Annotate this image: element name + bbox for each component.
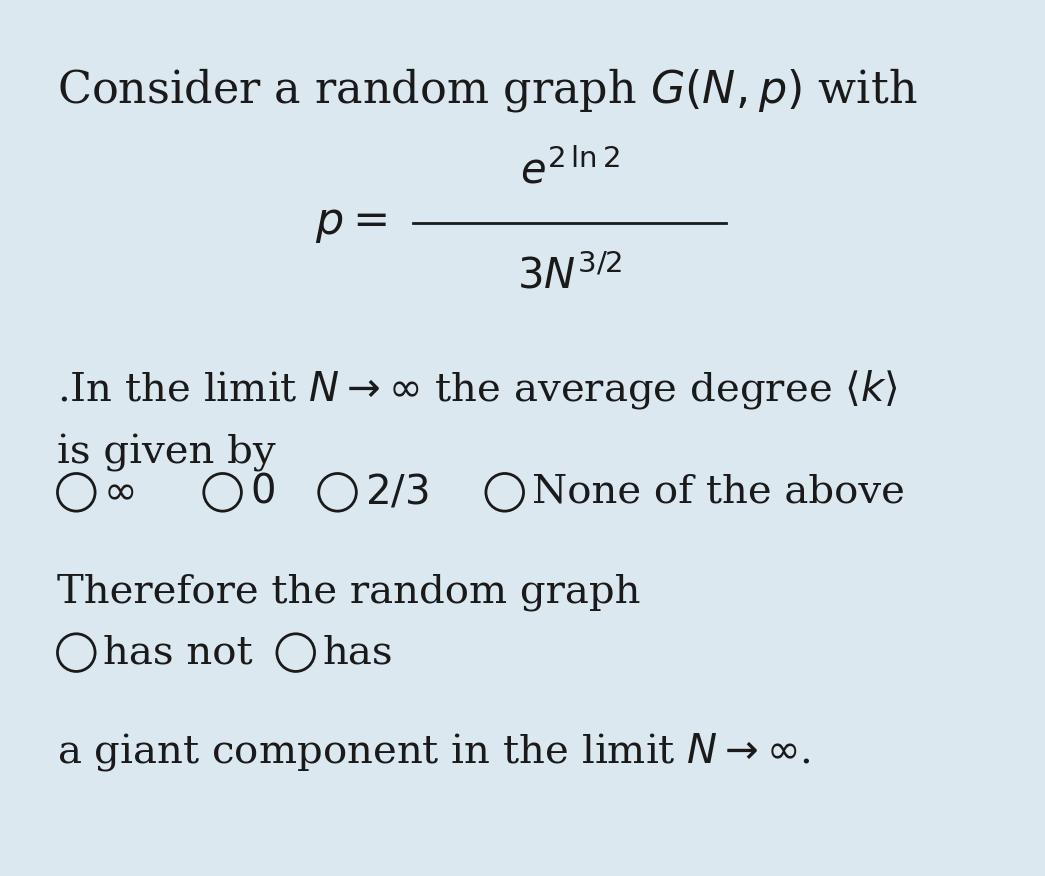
- Text: has not: has not: [103, 634, 253, 671]
- Text: Consider a random graph $G(N, p)$ with: Consider a random graph $G(N, p)$ with: [57, 66, 918, 114]
- Text: $2/3$: $2/3$: [365, 473, 428, 512]
- Text: a giant component in the limit $N \to \infty$.: a giant component in the limit $N \to \i…: [57, 731, 812, 774]
- Text: is given by: is given by: [57, 434, 276, 471]
- Text: $p = $: $p = $: [315, 201, 387, 245]
- Text: $3N^{3/2}$: $3N^{3/2}$: [516, 255, 623, 297]
- Text: has: has: [323, 634, 394, 671]
- Text: $e^{2\,\mathrm{ln}\,2}$: $e^{2\,\mathrm{ln}\,2}$: [519, 149, 620, 193]
- Text: .In the limit $N \to \infty$ the average degree $\langle k \rangle$: .In the limit $N \to \infty$ the average…: [57, 368, 899, 411]
- Text: $\infty$: $\infty$: [103, 474, 135, 511]
- Text: Therefore the random graph: Therefore the random graph: [57, 574, 641, 611]
- Text: $0$: $0$: [250, 474, 275, 511]
- Text: None of the above: None of the above: [532, 474, 905, 511]
